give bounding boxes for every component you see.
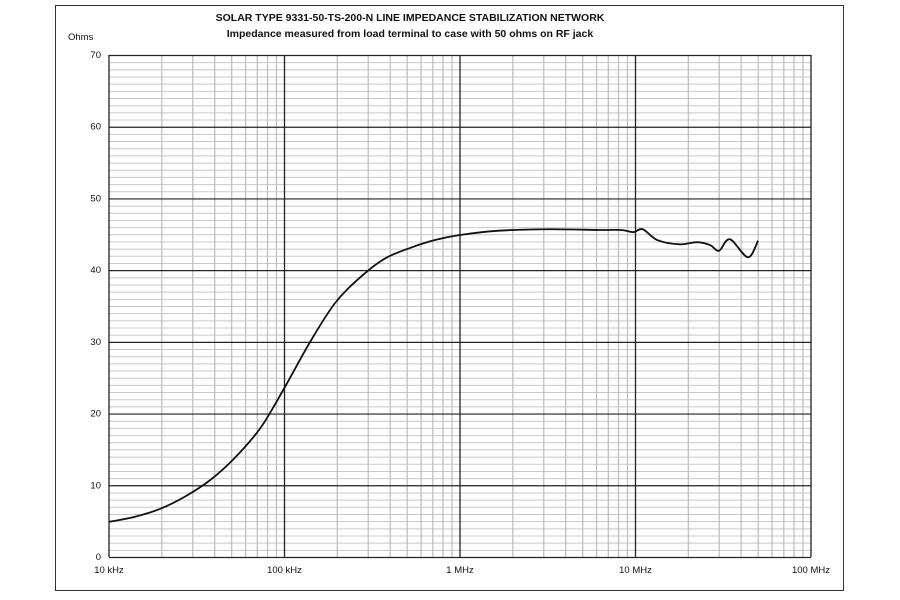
y-tick-label: 40 [90,265,101,276]
x-tick-label: 100 kHz [267,565,302,576]
y-tick-label: 60 [90,122,101,133]
tick-labels: 0 10 20 30 40 50 60 70 10 kHz 100 kHz 1 MHz 10 MHz 1… [90,50,830,576]
y-tick-label: 50 [90,193,101,204]
grid [108,54,812,559]
x-tick-label: 1 MHz [446,565,474,576]
chart-title: SOLAR TYPE 9331-50-TS-200-N LINE IMPEDAN… [216,12,605,24]
y-tick-label: 0 [96,552,101,563]
y-tick-label: 20 [90,409,101,420]
y-axis-label: Ohms [68,32,94,43]
y-tick-label: 70 [90,50,101,61]
x-tick-label: 10 kHz [94,565,124,576]
chart-subtitle: Impedance measured from load terminal to… [227,28,594,40]
impedance-curve [108,228,759,523]
y-tick-label: 30 [90,337,101,348]
x-tick-label: 100 MHz [792,565,830,576]
chart-border [55,5,844,591]
x-tick-label: 10 MHz [619,565,652,576]
y-tick-label: 10 [90,480,101,491]
